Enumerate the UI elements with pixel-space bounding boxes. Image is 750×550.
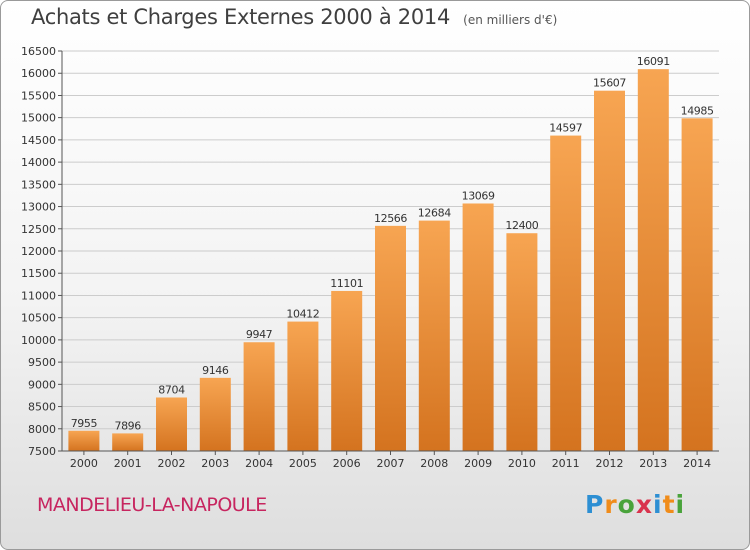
value-label-2002: 8704 (158, 383, 185, 396)
bar-2005 (287, 321, 319, 451)
bar-2007 (375, 225, 406, 451)
y-tick-label: 12000 (21, 245, 56, 258)
y-tick-label: 11000 (21, 289, 56, 302)
y-tick-label: 8500 (28, 401, 56, 414)
value-label-2000: 7955 (71, 417, 98, 430)
y-tick-label: 14000 (21, 156, 56, 169)
y-tick-label: 13000 (21, 201, 56, 214)
value-label-2005: 10412 (286, 308, 319, 321)
axis-layer: 7500 8000 8500 9000 9500 10000 10500 11000 11500… (21, 45, 719, 470)
value-label-2007: 12566 (374, 212, 407, 225)
bar-2006 (331, 290, 363, 451)
x-tick-label-2001: 2001 (114, 457, 142, 470)
x-tick-label-2009: 2009 (464, 457, 492, 470)
value-label-2012: 15607 (593, 77, 626, 90)
y-tick-label: 12500 (21, 223, 56, 236)
bar-2000 (68, 430, 100, 451)
bar-2012 (594, 90, 625, 451)
y-tick-label: 14500 (21, 134, 56, 147)
title-row: Achats et Charges Externes 2000 à 2014 (… (31, 5, 557, 29)
x-tick-label-2006: 2006 (333, 457, 361, 470)
y-tick-label: 9000 (28, 378, 56, 391)
bar-2010 (506, 233, 538, 451)
x-tick-label-2008: 2008 (420, 457, 448, 470)
value-label-2014: 14985 (681, 104, 714, 117)
bar-layer (68, 69, 713, 452)
x-tick-label-2013: 2013 (639, 457, 667, 470)
chart-subtitle: (en milliers d'€) (463, 13, 558, 27)
proxiti-logo: Proxiti (585, 490, 686, 519)
value-label-2013: 16091 (637, 55, 670, 68)
y-tick-label: 15000 (21, 112, 56, 125)
x-tick-label-2010: 2010 (508, 457, 536, 470)
bar-2009 (462, 203, 494, 451)
y-tick-label: 15500 (21, 89, 56, 102)
x-tick-label-2004: 2004 (245, 457, 273, 470)
x-tick-label-2002: 2002 (158, 457, 186, 470)
y-tick-label: 10000 (21, 334, 56, 347)
y-tick-label: 13500 (21, 178, 56, 191)
value-label-2010: 12400 (505, 219, 538, 232)
bar-2013 (637, 69, 669, 451)
bar-2003 (199, 377, 231, 451)
x-tick-label-2012: 2012 (596, 457, 624, 470)
y-tick-label: 8000 (28, 423, 56, 436)
label-layer: 7955 7896 8704 9146 9947 10412 11101 12566 12684… (71, 55, 715, 432)
bar-2004 (243, 342, 275, 451)
chart-title: Achats et Charges Externes 2000 à 2014 (31, 5, 451, 29)
value-label-2003: 9146 (202, 364, 229, 377)
y-tick-label: 7500 (28, 445, 56, 458)
commune-name: MANDELIEU-LA-NAPOULE (37, 494, 267, 516)
bar-2001 (112, 433, 144, 451)
x-tick-label-2003: 2003 (201, 457, 229, 470)
bar-2008 (418, 220, 450, 451)
x-tick-label-2000: 2000 (70, 457, 98, 470)
bar-2002 (156, 397, 187, 451)
value-label-2006: 11101 (330, 277, 363, 290)
x-tick-label-2005: 2005 (289, 457, 317, 470)
y-tick-label: 9500 (28, 356, 56, 369)
x-tick-label-2011: 2011 (552, 457, 580, 470)
value-label-2001: 7896 (114, 419, 141, 432)
bar-2014 (681, 118, 713, 451)
y-tick-label: 11500 (21, 267, 56, 280)
y-tick-label: 10500 (21, 312, 56, 325)
value-label-2009: 13069 (462, 189, 495, 202)
x-tick-label-2014: 2014 (683, 457, 711, 470)
bar-2011 (550, 135, 582, 452)
value-label-2011: 14597 (549, 122, 582, 135)
y-tick-label: 16500 (21, 45, 56, 58)
x-tick-label-2007: 2007 (377, 457, 405, 470)
value-label-2004: 9947 (246, 328, 273, 341)
value-label-2008: 12684 (418, 207, 451, 220)
y-tick-label: 16000 (21, 67, 56, 80)
